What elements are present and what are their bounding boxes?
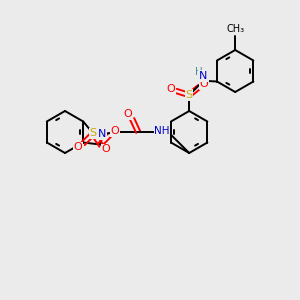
Text: O: O (102, 145, 111, 154)
Text: O: O (124, 109, 133, 119)
Text: O: O (200, 79, 208, 89)
Text: CH₃: CH₃ (226, 24, 244, 34)
Text: O: O (74, 142, 82, 152)
Text: O: O (111, 127, 120, 136)
Text: NH: NH (154, 126, 170, 136)
Text: S: S (90, 128, 97, 139)
Text: N: N (199, 71, 207, 81)
Text: H: H (195, 67, 203, 77)
Text: N: N (98, 129, 106, 139)
Text: O: O (167, 84, 176, 94)
Text: S: S (186, 90, 193, 100)
